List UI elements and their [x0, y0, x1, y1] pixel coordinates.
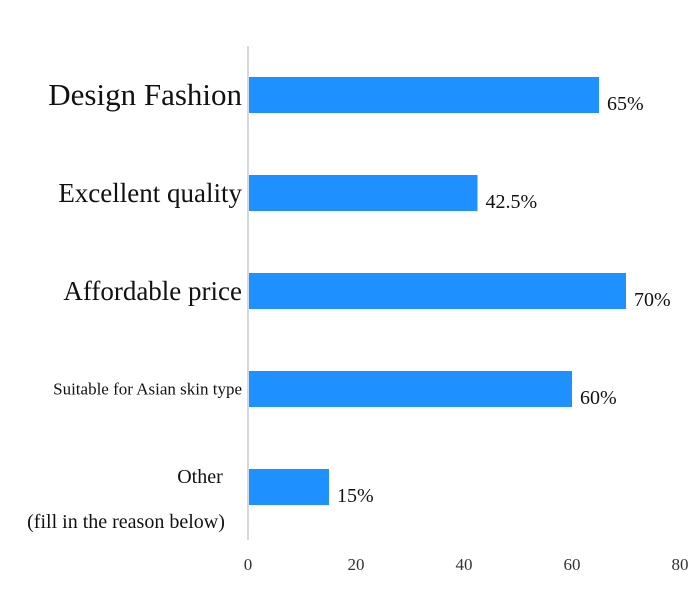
value-label-3: 60%: [580, 387, 617, 409]
bar-2: [249, 273, 626, 309]
bars-group: [249, 77, 626, 505]
bar-0: [249, 77, 599, 113]
category-label-2: Affordable price: [63, 276, 242, 306]
x-tick-label-0: 0: [244, 555, 253, 574]
value-label-0: 65%: [607, 93, 644, 115]
value-labels: 65% 42.5% 70% 60% 15%: [337, 93, 671, 507]
category-label-3: Suitable for Asian skin type: [53, 380, 242, 399]
value-label-4: 15%: [337, 485, 374, 507]
category-label-1: Excellent quality: [58, 178, 242, 208]
x-tick-label-1: 20: [348, 555, 365, 574]
category-label-0: Design Fashion: [48, 77, 242, 112]
value-label-2: 70%: [634, 289, 671, 311]
bar-3: [249, 371, 572, 407]
category-label-4-line-0: Other: [177, 466, 223, 488]
x-tick-label-4: 80: [672, 555, 689, 574]
category-label-4-line-1: (fill in the reason below): [27, 511, 225, 533]
category-label-4: Other (fill in the reason below): [27, 466, 225, 533]
x-tick-label-2: 40: [456, 555, 473, 574]
x-tick-labels: 0 20 40 60 80: [244, 555, 689, 574]
x-tick-label-3: 60: [564, 555, 581, 574]
bar-1: [249, 175, 478, 211]
value-label-1: 42.5%: [486, 191, 538, 213]
category-labels: Design Fashion Excellent quality Affordabl…: [27, 77, 242, 533]
bar-4: [249, 469, 329, 505]
